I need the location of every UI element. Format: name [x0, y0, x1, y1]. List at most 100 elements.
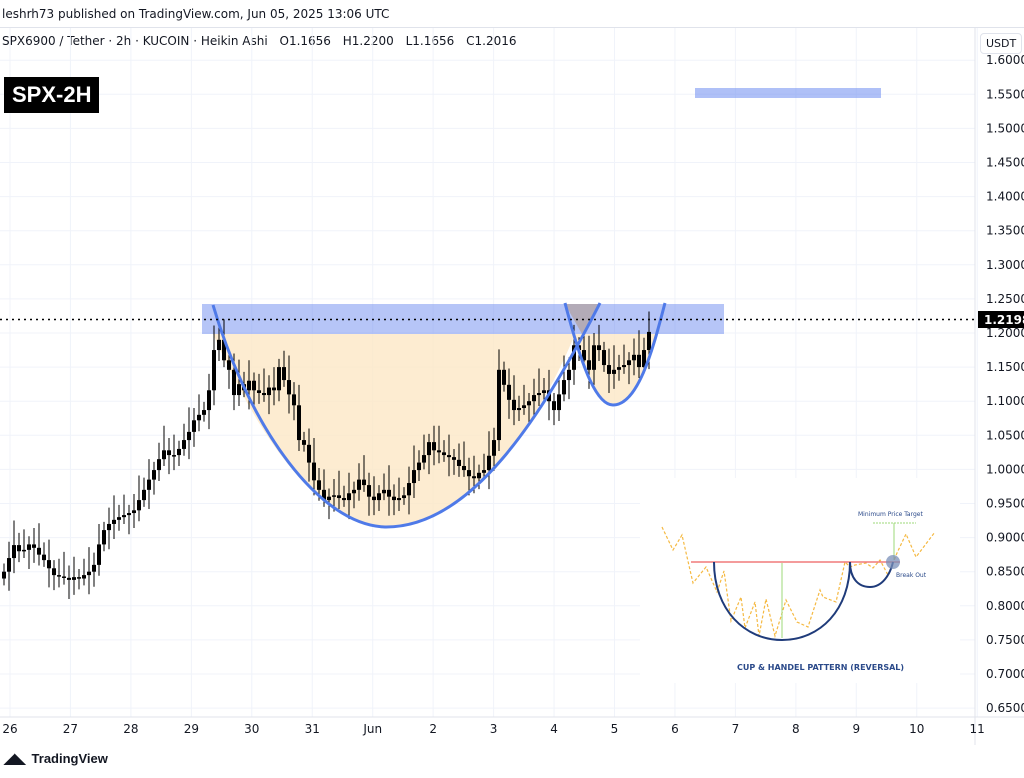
candle-body [247, 380, 251, 391]
candle-body [292, 394, 296, 406]
candle-body [32, 544, 36, 548]
candle-body [132, 510, 136, 514]
brand-name: TradingView [31, 751, 108, 766]
candle-body [67, 577, 71, 580]
candle-body [607, 365, 611, 374]
time-tick: Jun [362, 722, 382, 736]
price-chart[interactable]: 1.6000 1.5500 1.5000 1.4500 1.4000 1.3500 1.30… [0, 0, 1024, 745]
time-tick: 7 [732, 722, 740, 736]
candle-body [52, 568, 56, 576]
candle-body [592, 345, 596, 370]
candle-body [167, 450, 171, 456]
candle-body [367, 485, 371, 497]
symbol-legend: SPX6900 / Tether · 2h · KUCOIN · Heikin … [2, 34, 525, 48]
price-tick: 1.6000 [986, 53, 1024, 67]
candle-body [632, 354, 636, 361]
candle-body [72, 577, 76, 580]
candle-body [137, 500, 141, 511]
candle-body [627, 360, 631, 366]
price-tick: 1.4000 [986, 190, 1024, 204]
candle-body [332, 495, 336, 497]
tradingview-logo[interactable]: ◢◣ TradingView [0, 750, 108, 767]
candle-body [497, 369, 501, 441]
symbol-name[interactable]: SPX6900 / Tether · 2h · KUCOIN · Heikin … [2, 34, 268, 48]
chart-badge: SPX-2H [4, 77, 100, 113]
candle-body [322, 489, 326, 501]
candle-body [22, 549, 26, 552]
candle-body [372, 496, 376, 501]
time-tick: 31 [305, 722, 320, 736]
time-tick: 29 [184, 722, 199, 736]
candle-body [282, 367, 286, 381]
candle-body [197, 414, 201, 421]
tradingview-logo-icon: ◢◣ [4, 750, 26, 766]
ohlc-close: C1.2016 [466, 34, 517, 48]
time-tick: 10 [909, 722, 924, 736]
candle-body [317, 480, 321, 490]
price-tick: 1.3500 [986, 224, 1024, 238]
candle-body [552, 401, 556, 411]
candle-body [437, 450, 441, 453]
candle-body [417, 462, 421, 471]
candle-body [512, 399, 516, 411]
candle-body [617, 367, 621, 370]
candle-body [457, 459, 461, 466]
candle-body [222, 339, 226, 361]
time-tick: 26 [2, 722, 17, 736]
candle-body [97, 544, 101, 565]
candle-body [297, 405, 301, 441]
candle-body [12, 545, 16, 559]
price-tick: 0.7000 [986, 667, 1024, 681]
candle-body [122, 515, 126, 518]
price-tick: 1.2000 [986, 326, 1024, 340]
candle-body [187, 431, 191, 441]
time-tick: 2 [429, 722, 437, 736]
price-tick: 1.2500 [986, 292, 1024, 306]
candle-body [377, 493, 381, 501]
candle-body [232, 369, 236, 396]
candle-body [452, 457, 456, 460]
price-tick: 1.1000 [986, 394, 1024, 408]
candle-body [582, 350, 586, 361]
price-tick: 1.0500 [986, 428, 1024, 442]
price-tick: 0.7500 [986, 633, 1024, 647]
currency-unit-button[interactable]: USDT [980, 33, 1023, 54]
candle-body [307, 444, 311, 463]
candle-body [477, 472, 481, 479]
ohlc-low: L1.1656 [405, 34, 455, 48]
candle-body [507, 384, 511, 400]
candle-body [392, 496, 396, 501]
candle-body [262, 393, 266, 396]
candle-body [482, 470, 486, 473]
candle-body [82, 575, 86, 579]
candle-body [182, 440, 186, 449]
candle-body [472, 476, 476, 479]
candle-body [92, 564, 96, 572]
candle-body [422, 455, 426, 463]
candle-body [152, 470, 156, 480]
time-tick: 8 [792, 722, 800, 736]
candle-body [62, 576, 66, 578]
candle-body [357, 479, 361, 490]
price-axis: 1.6000 1.5500 1.5000 1.4500 1.4000 1.3500 1.30… [986, 53, 1024, 715]
candle-body [217, 339, 221, 351]
candle-body [382, 489, 386, 494]
candle-body [302, 440, 306, 445]
candle-body [397, 498, 401, 501]
candle-body [612, 369, 616, 374]
publish-info: leshrh73 published on TradingView.com, J… [0, 0, 1024, 28]
time-tick: 3 [490, 722, 498, 736]
candle-body [162, 450, 166, 460]
price-tick: 1.1500 [986, 360, 1024, 374]
candle-body [517, 408, 521, 411]
candle-body [127, 513, 131, 516]
price-tick: 1.5000 [986, 121, 1024, 135]
candle-body [202, 410, 206, 415]
candle-body [492, 440, 496, 456]
candle-body [287, 380, 291, 395]
candle-body [277, 367, 281, 391]
candle-body [502, 369, 506, 385]
price-tick: 1.5500 [986, 87, 1024, 101]
candle-body [567, 369, 571, 381]
price-tick: 1.3000 [986, 258, 1024, 272]
